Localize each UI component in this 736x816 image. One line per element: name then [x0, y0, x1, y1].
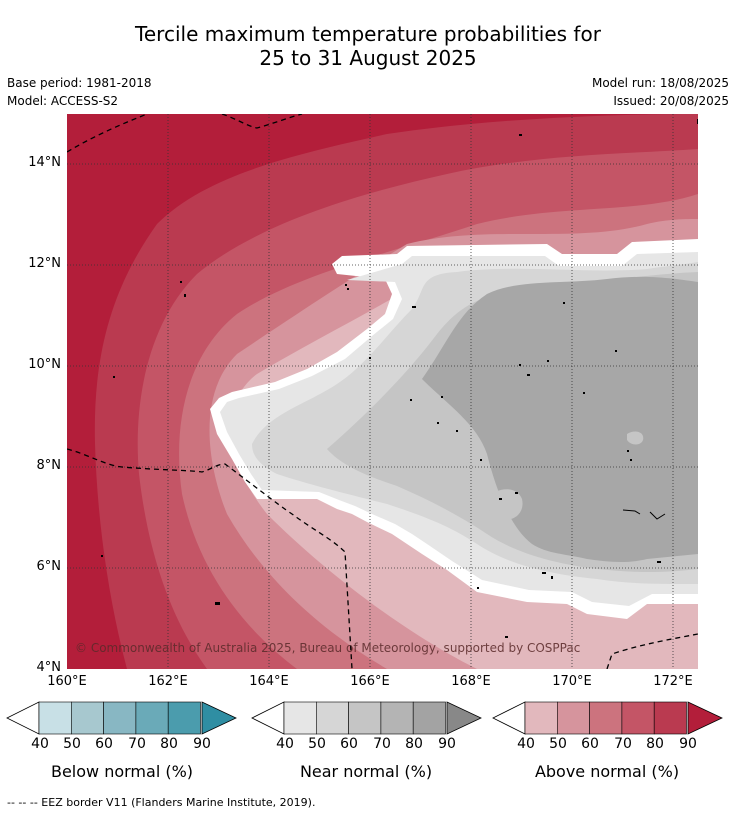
lat-label-4n: 4°N [36, 660, 62, 675]
near-normal-label: Near normal (%) [299, 762, 433, 781]
base-period: Base period: 1981-2018 [7, 76, 152, 90]
lon-label-164e: 164°E [249, 674, 289, 689]
meta-left: Base period: 1981-2018 Model: ACCESS-S2 [7, 74, 152, 110]
near-extend-high [446, 701, 482, 735]
lon-label-170e: 170°E [552, 674, 592, 689]
lat-label-8n: 8°N [36, 458, 62, 473]
near-tick: 50 [308, 736, 326, 752]
issued-date: Issued: 20/08/2025 [613, 94, 729, 108]
colorbar-below-normal [6, 701, 237, 735]
islands [101, 119, 698, 638]
above-extend-low [492, 701, 526, 735]
copyright-notice: © Commonwealth of Australia 2025, Bureau… [75, 641, 581, 655]
above-tick: 70 [614, 736, 632, 752]
lon-label-160e: 160°E [47, 674, 87, 689]
chart-title: Tercile maximum temperature probabilitie… [0, 22, 736, 70]
lon-label-172e: 172°E [653, 674, 693, 689]
lon-label-166e: 166°E [350, 674, 390, 689]
eez-borders [67, 114, 698, 669]
near-60-patch-small [627, 431, 644, 445]
title-line-1: Tercile maximum temperature probabilitie… [135, 22, 601, 46]
above-normal-label: Above normal (%) [534, 762, 680, 781]
below-tick: 90 [193, 736, 211, 752]
above-tick: 60 [581, 736, 599, 752]
near-60-patch [486, 489, 523, 520]
graticule [67, 114, 698, 669]
below-swatches [38, 701, 201, 735]
below-tick: 50 [63, 736, 81, 752]
map-svg [67, 114, 698, 669]
above-tick: 40 [517, 736, 535, 752]
lat-label-6n: 6°N [36, 559, 62, 574]
near-tick: 70 [373, 736, 391, 752]
model-run: Model run: 18/08/2025 [591, 76, 729, 90]
near-tick: 40 [276, 736, 294, 752]
above-tick: 90 [679, 736, 697, 752]
below-extend-high [201, 701, 237, 735]
near-70-band [422, 276, 698, 563]
near-tick: 90 [438, 736, 456, 752]
colorbar-above-normal [492, 701, 723, 735]
lat-label-12n: 12°N [28, 256, 61, 271]
near-tick: 80 [405, 736, 423, 752]
title-line-2: 25 to 31 August 2025 [259, 46, 477, 70]
above-tick: 80 [646, 736, 664, 752]
lon-label-168e: 168°E [451, 674, 491, 689]
below-tick: 40 [31, 736, 49, 752]
model-name: Model: ACCESS-S2 [7, 94, 119, 108]
above-swatches [524, 701, 687, 735]
colorbar-near-normal [251, 701, 482, 735]
above-tick: 50 [549, 736, 567, 752]
below-tick: 70 [128, 736, 146, 752]
below-tick: 80 [160, 736, 178, 752]
lon-label-162e: 162°E [148, 674, 188, 689]
near-extend-low [251, 701, 285, 735]
lat-label-14n: 14°N [28, 155, 61, 170]
near-tick: 60 [340, 736, 358, 752]
meta-right: Model run: 18/08/2025 Issued: 20/08/2025 [592, 74, 729, 110]
above-extend-high [687, 701, 723, 735]
near-swatches [283, 701, 446, 735]
below-normal-label: Below normal (%) [50, 762, 194, 781]
probability-map[interactable] [67, 114, 698, 669]
eez-footnote: -- -- -- EEZ border V11 (Flanders Marine… [7, 796, 316, 809]
lat-label-10n: 10°N [28, 357, 61, 372]
below-tick: 60 [95, 736, 113, 752]
below-extend-low [6, 701, 40, 735]
